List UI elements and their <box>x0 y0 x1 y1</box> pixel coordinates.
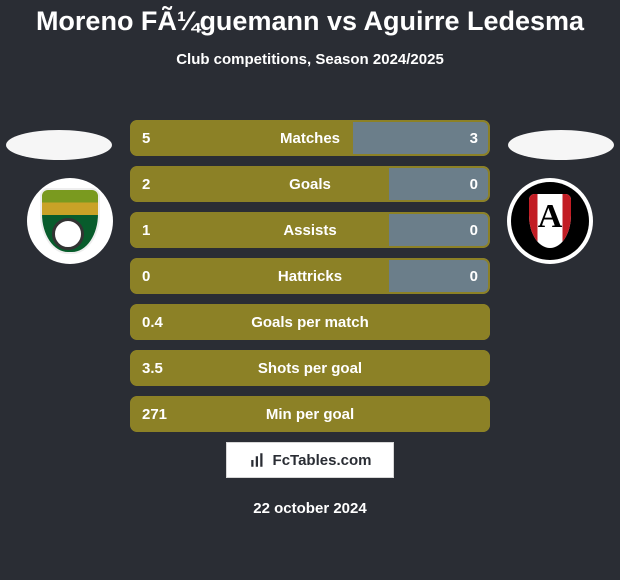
stat-row: Shots per goal3.5 <box>130 350 490 386</box>
stat-row: Goals per match0.4 <box>130 304 490 340</box>
page-title: Moreno FÃ¼guemann vs Aguirre Ledesma <box>0 0 620 37</box>
stat-value-right: 0 <box>470 166 478 202</box>
stat-value-left: 3.5 <box>142 350 163 386</box>
stat-value-left: 0.4 <box>142 304 163 340</box>
stat-label: Shots per goal <box>130 350 490 386</box>
stat-label: Goals <box>130 166 490 202</box>
stat-value-right: 0 <box>470 258 478 294</box>
stat-row: Min per goal271 <box>130 396 490 432</box>
fctables-label: FcTables.com <box>273 452 372 469</box>
stat-label: Matches <box>130 120 490 156</box>
player-left-silhouette <box>6 130 112 160</box>
stat-value-left: 5 <box>142 120 150 156</box>
stat-value-left: 2 <box>142 166 150 202</box>
stat-value-left: 1 <box>142 212 150 248</box>
stat-label: Min per goal <box>130 396 490 432</box>
stat-label: Hattricks <box>130 258 490 294</box>
club-logo-left <box>27 178 113 264</box>
stat-value-left: 0 <box>142 258 150 294</box>
leon-crest-icon <box>40 188 100 254</box>
stats-panel: Matches53Goals20Assists10Hattricks00Goal… <box>130 120 490 442</box>
fctables-badge[interactable]: FcTables.com <box>226 442 394 478</box>
stat-row: Matches5 3 <box>130 120 490 156</box>
stat-label: Goals per match <box>130 304 490 340</box>
date-label: 22 october 2024 <box>0 500 620 517</box>
player-right-silhouette <box>508 130 614 160</box>
stat-row: Goals2 0 <box>130 166 490 202</box>
stat-value-left: 271 <box>142 396 167 432</box>
stat-value-right: 3 <box>470 120 478 156</box>
subtitle: Club competitions, Season 2024/2025 <box>0 51 620 68</box>
stat-label: Assists <box>130 212 490 248</box>
atlas-crest-icon <box>527 192 573 250</box>
stat-row: Assists1 0 <box>130 212 490 248</box>
atlas-crest-wrap <box>511 182 589 260</box>
stat-row: Hattricks0 0 <box>130 258 490 294</box>
bar-chart-icon <box>249 451 267 469</box>
club-logo-right <box>507 178 593 264</box>
stat-value-right: 0 <box>470 212 478 248</box>
